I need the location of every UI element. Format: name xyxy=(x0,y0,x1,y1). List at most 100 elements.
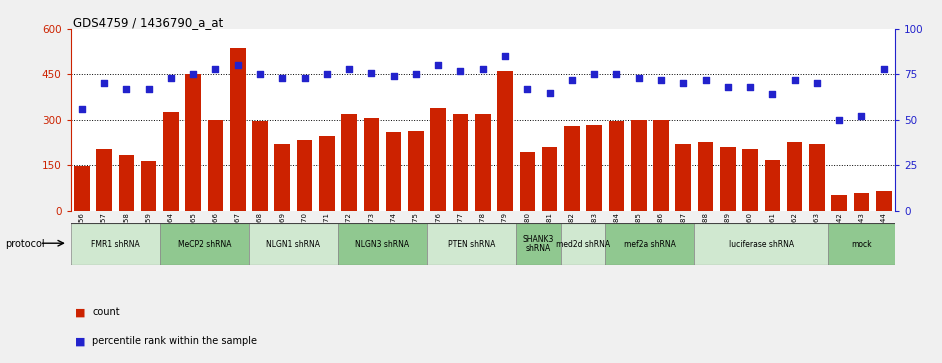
Point xyxy=(364,70,379,76)
Bar xyxy=(828,223,895,265)
Bar xyxy=(163,112,179,211)
Text: luciferase shRNA: luciferase shRNA xyxy=(729,240,794,249)
Point xyxy=(564,77,579,83)
Text: percentile rank within the sample: percentile rank within the sample xyxy=(92,336,257,346)
Point xyxy=(208,66,223,72)
Point xyxy=(163,75,178,81)
Point xyxy=(96,81,111,86)
Bar xyxy=(338,223,427,265)
Bar xyxy=(653,121,669,211)
Bar xyxy=(809,144,825,211)
Point xyxy=(631,75,646,81)
Bar xyxy=(609,121,625,211)
Bar xyxy=(249,223,338,265)
Bar xyxy=(96,148,112,211)
Bar xyxy=(694,223,828,265)
Point xyxy=(119,86,134,92)
Point xyxy=(252,72,268,77)
Text: protocol: protocol xyxy=(5,239,44,249)
Point xyxy=(876,66,891,72)
Bar xyxy=(160,223,249,265)
Point xyxy=(609,72,624,77)
Point xyxy=(721,84,736,90)
Point xyxy=(186,72,201,77)
Bar xyxy=(787,142,803,211)
Point xyxy=(854,113,869,119)
Bar xyxy=(475,114,491,211)
Bar xyxy=(427,223,516,265)
Text: med2d shRNA: med2d shRNA xyxy=(556,240,610,249)
Point xyxy=(319,72,334,77)
Point xyxy=(230,62,245,68)
Point xyxy=(453,68,468,74)
Bar xyxy=(876,191,891,211)
Point xyxy=(520,86,535,92)
Bar xyxy=(140,160,156,211)
Bar xyxy=(207,120,223,211)
Text: FMR1 shRNA: FMR1 shRNA xyxy=(90,240,139,249)
Bar xyxy=(386,132,401,211)
Text: mef2a shRNA: mef2a shRNA xyxy=(624,240,675,249)
Bar xyxy=(586,125,602,211)
Bar xyxy=(297,140,313,211)
Bar xyxy=(430,108,446,211)
Bar xyxy=(720,147,736,211)
Bar xyxy=(497,72,512,211)
Bar xyxy=(119,155,134,211)
Point xyxy=(765,91,780,97)
Bar xyxy=(74,166,89,211)
Text: GDS4759 / 1436790_a_at: GDS4759 / 1436790_a_at xyxy=(73,16,224,29)
Text: SHANK3
shRNA: SHANK3 shRNA xyxy=(523,235,554,253)
Bar xyxy=(319,135,334,211)
Point xyxy=(141,86,156,92)
Bar xyxy=(765,160,780,211)
Bar xyxy=(542,147,558,211)
Point xyxy=(430,62,446,68)
Bar xyxy=(71,223,160,265)
Point xyxy=(409,72,424,77)
Text: NLGN1 shRNA: NLGN1 shRNA xyxy=(267,240,320,249)
Text: MeCP2 shRNA: MeCP2 shRNA xyxy=(177,240,231,249)
Text: ■: ■ xyxy=(75,336,86,346)
Point xyxy=(275,75,290,81)
Point xyxy=(587,72,602,77)
Bar xyxy=(698,142,713,211)
Text: ■: ■ xyxy=(75,307,86,317)
Point xyxy=(698,77,713,83)
Point xyxy=(832,117,847,123)
Point xyxy=(74,106,89,112)
Point xyxy=(475,66,490,72)
Bar xyxy=(252,121,268,211)
Text: count: count xyxy=(92,307,120,317)
Bar xyxy=(742,148,758,211)
Bar xyxy=(560,223,606,265)
Point xyxy=(386,73,401,79)
Point xyxy=(654,77,669,83)
Bar xyxy=(274,144,290,211)
Bar xyxy=(408,131,424,211)
Text: mock: mock xyxy=(852,240,871,249)
Bar xyxy=(853,193,869,211)
Bar xyxy=(364,118,380,211)
Point xyxy=(297,75,312,81)
Bar xyxy=(516,223,560,265)
Bar xyxy=(832,195,847,211)
Bar xyxy=(675,144,691,211)
Bar xyxy=(186,74,201,211)
Bar xyxy=(564,126,579,211)
Text: NLGN3 shRNA: NLGN3 shRNA xyxy=(355,240,410,249)
Point xyxy=(497,53,512,59)
Text: PTEN shRNA: PTEN shRNA xyxy=(448,240,495,249)
Bar xyxy=(631,121,646,211)
Bar xyxy=(520,152,535,211)
Bar xyxy=(230,48,246,211)
Point xyxy=(675,81,690,86)
Point xyxy=(342,66,357,72)
Bar xyxy=(453,114,468,211)
Bar xyxy=(341,114,357,211)
Point xyxy=(742,84,757,90)
Point xyxy=(809,81,824,86)
Point xyxy=(542,90,557,95)
Bar xyxy=(606,223,694,265)
Point xyxy=(788,77,803,83)
